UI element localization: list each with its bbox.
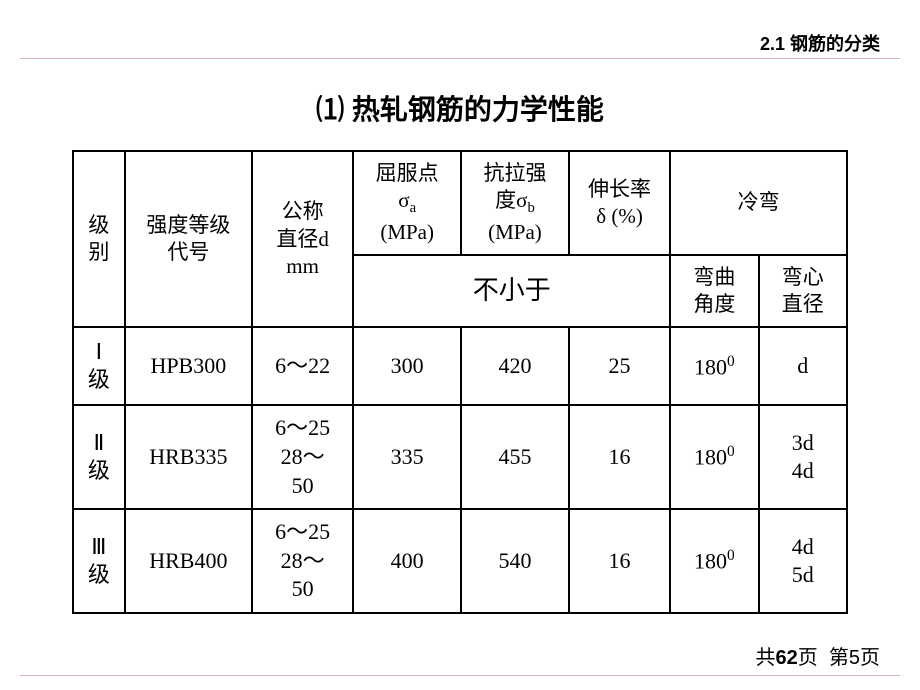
page-footer: 共62页 第5页 — [756, 641, 881, 670]
section-header: 2.1 钢筋的分类 — [760, 30, 880, 56]
table-row: Ⅰ级 HPB300 6～22 300 420 25 1800 d — [73, 327, 847, 405]
footer-total-label: 共 — [756, 647, 776, 669]
cell-elongation: 16 — [569, 509, 670, 613]
header-tensile: 抗拉强度σb(MPa) — [461, 151, 569, 255]
page-title: ⑴ 热轧钢筋的力学性能 — [0, 88, 920, 128]
table-header-row-1: 级别 强度等级代号 公称直径dmm 屈服点σa(MPa) 抗拉强度σb(MPa)… — [73, 151, 847, 255]
cell-bend-diameter: 3d4d — [759, 405, 847, 509]
cell-diameter: 6～2528～50 — [252, 405, 353, 509]
cell-tensile: 455 — [461, 405, 569, 509]
cell-diameter: 6～2528～50 — [252, 509, 353, 613]
header-bend-angle: 弯曲角度 — [670, 255, 758, 328]
cell-grade: HPB300 — [125, 327, 252, 405]
cell-bend-angle: 1800 — [670, 327, 758, 405]
cell-elongation: 25 — [569, 327, 670, 405]
cell-grade: HRB335 — [125, 405, 252, 509]
footer-total-pages: 62 — [776, 647, 798, 669]
cell-tensile: 540 — [461, 509, 569, 613]
cell-level: Ⅱ级 — [73, 405, 125, 509]
cell-bend-diameter: 4d5d — [759, 509, 847, 613]
data-table-container: 级别 强度等级代号 公称直径dmm 屈服点σa(MPa) 抗拉强度σb(MPa)… — [72, 150, 848, 614]
cell-bend-diameter: d — [759, 327, 847, 405]
header-elongation: 伸长率δ (%) — [569, 151, 670, 255]
cell-yield: 300 — [353, 327, 461, 405]
cell-level: Ⅰ级 — [73, 327, 125, 405]
cell-tensile: 420 — [461, 327, 569, 405]
cell-bend-angle: 1800 — [670, 405, 758, 509]
cell-grade: HRB400 — [125, 509, 252, 613]
footer-page-label-1: 页 — [798, 647, 818, 669]
cell-yield: 335 — [353, 405, 461, 509]
table-row: Ⅱ级 HRB335 6～2528～50 335 455 16 1800 3d4d — [73, 405, 847, 509]
header-grade: 强度等级代号 — [125, 151, 252, 327]
table-row: Ⅲ级 HRB400 6～2528～50 400 540 16 1800 4d5d — [73, 509, 847, 613]
header-bend-diameter: 弯心直径 — [759, 255, 847, 328]
header-not-less-than: 不小于 — [353, 255, 670, 328]
top-divider — [20, 58, 900, 59]
header-level: 级别 — [73, 151, 125, 327]
properties-table: 级别 强度等级代号 公称直径dmm 屈服点σa(MPa) 抗拉强度σb(MPa)… — [72, 150, 848, 614]
footer-page-label-2: 页 — [860, 647, 880, 669]
header-yield: 屈服点σa(MPa) — [353, 151, 461, 255]
header-cold-bend: 冷弯 — [670, 151, 847, 255]
footer-current-page: 5 — [849, 647, 860, 669]
cell-elongation: 16 — [569, 405, 670, 509]
cell-yield: 400 — [353, 509, 461, 613]
cell-diameter: 6～22 — [252, 327, 353, 405]
cell-bend-angle: 1800 — [670, 509, 758, 613]
cell-level: Ⅲ级 — [73, 509, 125, 613]
bottom-divider — [20, 675, 900, 676]
header-diameter: 公称直径dmm — [252, 151, 353, 327]
footer-current-label: 第 — [829, 647, 849, 669]
